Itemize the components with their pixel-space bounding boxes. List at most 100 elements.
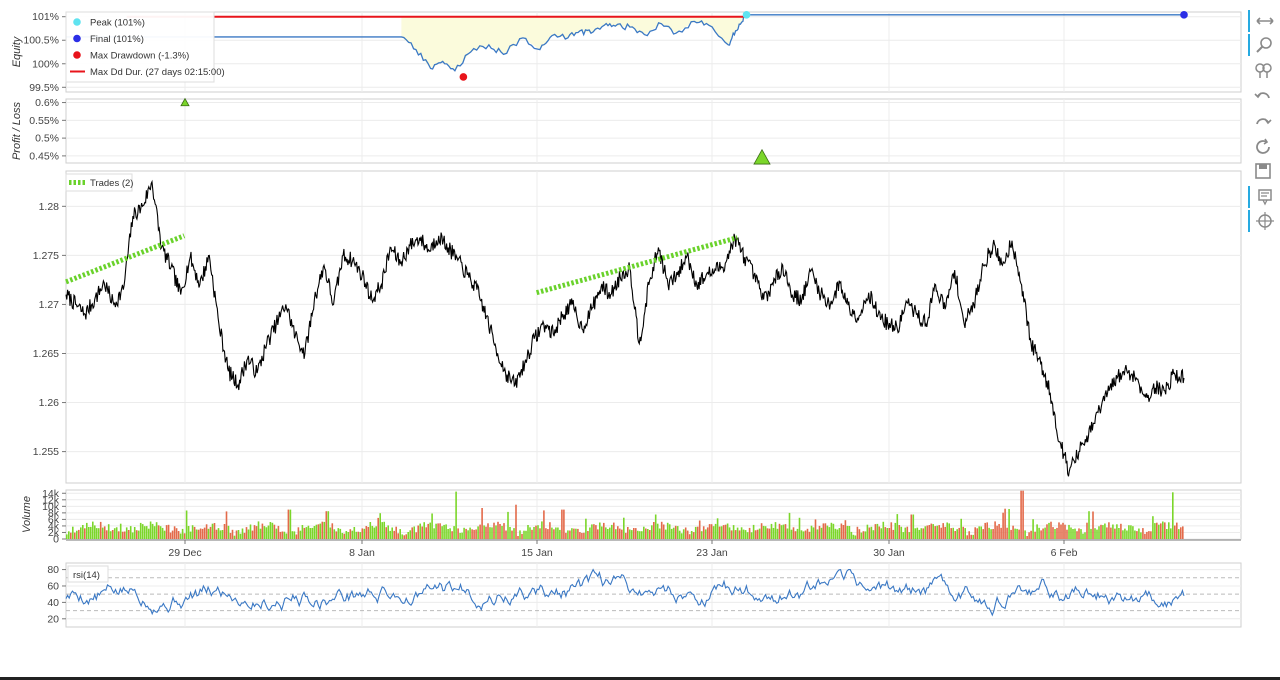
volume-bar xyxy=(700,531,703,539)
volume-bar xyxy=(497,521,499,539)
volume-bar xyxy=(239,533,242,539)
hover-icon[interactable] xyxy=(1248,186,1276,208)
volume-bar xyxy=(1132,526,1134,539)
volume-bar xyxy=(495,525,497,539)
box-zoom-icon[interactable] xyxy=(1248,34,1276,56)
volume-bar xyxy=(1058,522,1060,539)
volume-bar xyxy=(754,530,757,539)
volume-bar xyxy=(994,521,996,539)
volume-bar xyxy=(720,526,723,539)
volume-bar xyxy=(884,527,887,539)
volume-bar xyxy=(1042,528,1044,539)
volume-bar xyxy=(908,532,911,539)
volume-bar xyxy=(183,533,186,539)
volume-bar xyxy=(393,530,395,539)
volume-bar xyxy=(920,528,923,539)
volume-bar xyxy=(1072,529,1074,539)
volume-bar xyxy=(880,528,883,539)
volume-bar xyxy=(125,527,128,539)
volume-bar xyxy=(581,533,583,539)
volume-bar xyxy=(698,520,701,539)
volume-bar xyxy=(810,525,813,539)
volume-bar xyxy=(1162,521,1164,539)
volume-bar xyxy=(389,530,391,539)
volume-bar xyxy=(68,531,70,539)
volume-bar xyxy=(611,524,613,539)
volume-bar xyxy=(149,521,152,539)
volume-tick-label: 0 xyxy=(53,534,59,546)
volume-bar xyxy=(187,526,190,539)
volume-bar xyxy=(1034,531,1036,539)
volume-bar xyxy=(744,530,747,539)
volume-bar xyxy=(439,523,441,539)
volume-bar xyxy=(351,530,354,539)
volume-bar xyxy=(952,527,954,539)
volume-bar xyxy=(547,529,549,539)
volume-bar xyxy=(732,525,735,539)
volume-bar xyxy=(509,527,511,539)
volume-bar xyxy=(1008,509,1010,539)
save-icon[interactable] xyxy=(1252,160,1274,182)
volume-bar xyxy=(1012,525,1014,539)
volume-bar xyxy=(633,528,635,539)
volume-bar xyxy=(1106,527,1108,539)
volume-bar xyxy=(836,529,839,539)
volume-bar xyxy=(251,530,254,539)
crosshair-icon[interactable] xyxy=(1248,210,1276,232)
volume-bar xyxy=(782,524,785,539)
volume-bar xyxy=(1142,528,1144,539)
undo-icon[interactable] xyxy=(1252,86,1274,108)
volume-bar xyxy=(241,528,244,539)
volume-bar xyxy=(816,529,819,539)
redo-icon[interactable] xyxy=(1252,112,1274,134)
volume-bar xyxy=(279,531,282,539)
volume-bar xyxy=(900,526,903,539)
volume-bar xyxy=(738,530,741,539)
volume-bar xyxy=(1052,527,1054,539)
volume-bar xyxy=(1122,530,1124,539)
volume-bar xyxy=(992,529,994,539)
volume-bar xyxy=(1046,524,1048,539)
wheel-zoom-icon[interactable] xyxy=(1252,60,1274,82)
volume-bar xyxy=(607,529,609,539)
reset-icon[interactable] xyxy=(1252,136,1274,158)
volume-bar xyxy=(455,491,457,539)
volume-bar xyxy=(814,519,817,539)
price-tick-label: 1.28 xyxy=(39,201,60,213)
volume-bar xyxy=(653,522,655,539)
volume-tick-label: 6k xyxy=(48,514,60,526)
equity-legend-label: Max Dd Dur. (27 days 02:15:00) xyxy=(90,67,225,78)
equity-point-max xyxy=(459,73,468,81)
rsi-legend-box xyxy=(67,565,109,583)
volume-bar xyxy=(726,523,729,539)
volume-bar xyxy=(395,526,397,539)
volume-bar xyxy=(802,531,805,539)
volume-bar xyxy=(1158,524,1160,539)
volume-bar xyxy=(894,522,897,539)
volume-bar xyxy=(165,525,168,539)
equity-legend: Peak (101%) Final (101%) Max Drawdown (-1.… xyxy=(65,11,225,83)
volume-bar xyxy=(185,510,188,539)
volume-bar xyxy=(1150,531,1152,539)
volume-bar xyxy=(932,524,934,539)
volume-bar xyxy=(690,531,693,539)
volume-bar xyxy=(603,522,605,539)
equity-ylabel: Equity xyxy=(11,35,23,67)
volume-bar xyxy=(349,529,352,539)
volume-bar xyxy=(922,528,925,539)
volume-bar xyxy=(567,530,569,539)
volume-bar xyxy=(798,517,801,539)
volume-bar xyxy=(902,532,905,539)
volume-bar xyxy=(842,525,845,539)
volume-bar xyxy=(137,530,140,539)
volume-bar xyxy=(651,525,653,539)
volume-bar xyxy=(527,525,529,539)
volume-bar xyxy=(507,511,509,539)
volume-bar xyxy=(601,526,603,539)
volume-bar xyxy=(962,526,964,539)
volume-bar xyxy=(413,526,415,539)
volume-bar xyxy=(768,528,771,539)
volume-bar xyxy=(213,523,216,539)
volume-bar xyxy=(377,517,379,539)
pan-icon[interactable] xyxy=(1248,10,1276,32)
